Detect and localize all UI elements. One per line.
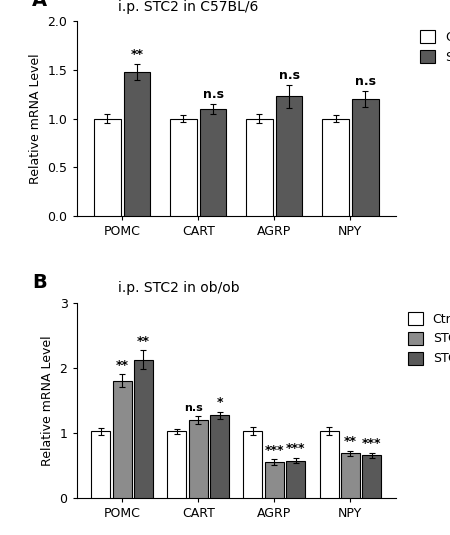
- Bar: [322, 119, 349, 216]
- Bar: [210, 415, 229, 498]
- Bar: [265, 462, 284, 498]
- Bar: [341, 454, 360, 498]
- Bar: [286, 461, 305, 498]
- Y-axis label: Relative mRNA Level: Relative mRNA Level: [29, 54, 42, 184]
- Bar: [112, 381, 132, 498]
- Bar: [246, 119, 273, 216]
- Bar: [189, 420, 208, 498]
- Text: ***: ***: [286, 442, 306, 455]
- Text: n.s: n.s: [355, 75, 376, 88]
- Bar: [243, 431, 262, 498]
- Text: *: *: [216, 396, 223, 409]
- Text: B: B: [32, 272, 46, 292]
- Legend: Ctrl, STC2: Ctrl, STC2: [418, 28, 450, 66]
- Bar: [94, 119, 121, 216]
- Bar: [167, 431, 186, 498]
- Bar: [124, 72, 150, 216]
- Text: A: A: [32, 0, 47, 10]
- Text: **: **: [137, 335, 150, 348]
- Text: n.s: n.s: [279, 68, 300, 82]
- Bar: [320, 431, 338, 498]
- Y-axis label: Relative mRNA Level: Relative mRNA Level: [41, 335, 54, 465]
- Text: n.s: n.s: [202, 88, 224, 101]
- Text: **: **: [344, 435, 357, 448]
- Bar: [134, 360, 153, 498]
- Text: ***: ***: [362, 437, 382, 450]
- Bar: [200, 109, 226, 216]
- Text: n.s: n.s: [184, 403, 203, 414]
- Text: **: **: [116, 359, 129, 372]
- Legend: Ctrl, STC2-1, STC2-2: Ctrl, STC2-1, STC2-2: [405, 309, 450, 368]
- Bar: [362, 455, 381, 498]
- Text: i.p. STC2 in ob/ob: i.p. STC2 in ob/ob: [118, 281, 240, 295]
- Text: **: **: [130, 48, 144, 61]
- Text: i.p. STC2 in C57BL/6: i.p. STC2 in C57BL/6: [118, 0, 258, 13]
- Bar: [276, 96, 302, 216]
- Bar: [91, 431, 110, 498]
- Bar: [170, 119, 197, 216]
- Bar: [352, 99, 378, 216]
- Text: ***: ***: [265, 444, 284, 457]
